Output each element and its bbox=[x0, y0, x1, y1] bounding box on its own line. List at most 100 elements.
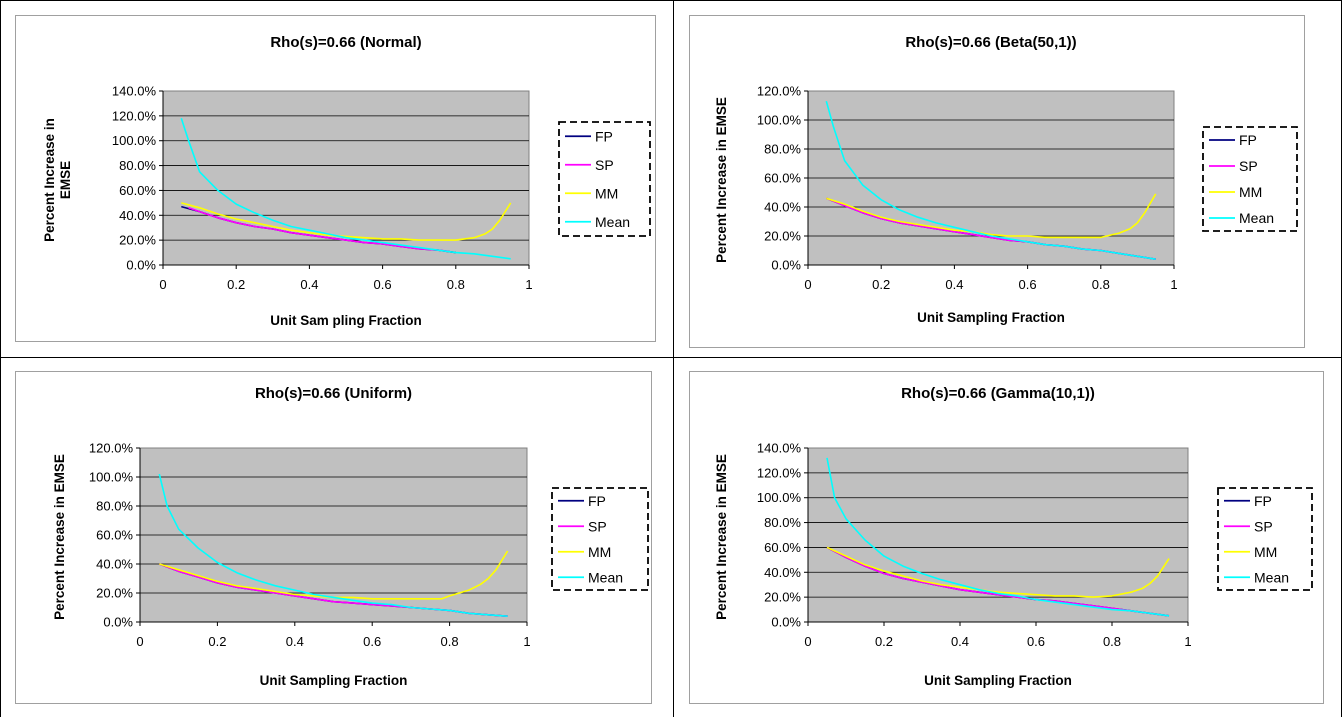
y-tick-label: 100.0% bbox=[112, 133, 157, 148]
x-tick-label: 0.2 bbox=[875, 634, 893, 649]
x-tick-label: 0.2 bbox=[208, 634, 226, 649]
x-tick-label: 0.2 bbox=[227, 277, 245, 292]
y-axis-label-line: Percent Increase in EMSE bbox=[52, 454, 67, 620]
legend-label-mm: MM bbox=[1239, 184, 1262, 200]
legend-label-mm: MM bbox=[588, 544, 611, 560]
y-tick-label: 40.0% bbox=[764, 200, 801, 215]
y-tick-label: 40.0% bbox=[96, 557, 133, 572]
x-tick-label: 0.2 bbox=[872, 277, 890, 292]
chart-title: Rho(s)=0.66 (Normal) bbox=[270, 34, 421, 51]
y-tick-label: 80.0% bbox=[764, 142, 801, 157]
y-axis-label: Percent Increase inEMSE bbox=[42, 118, 73, 242]
y-tick-label: 0.0% bbox=[771, 258, 801, 273]
y-tick-label: 120.0% bbox=[89, 441, 134, 456]
legend-label-mean: Mean bbox=[595, 214, 630, 230]
y-tick-label: 100.0% bbox=[757, 113, 802, 128]
y-tick-label: 60.0% bbox=[119, 183, 156, 198]
y-tick-label: 80.0% bbox=[119, 158, 156, 173]
x-tick-label: 0.4 bbox=[300, 277, 318, 292]
x-tick-label: 0.6 bbox=[1019, 277, 1037, 292]
y-tick-label: 40.0% bbox=[119, 208, 156, 223]
plot-area bbox=[807, 447, 1189, 623]
x-axis-label: Unit Sampling Fraction bbox=[917, 310, 1065, 325]
x-tick-label: 0.8 bbox=[447, 277, 465, 292]
series-line-mm bbox=[826, 193, 1157, 239]
x-tick-label: 0.4 bbox=[286, 634, 304, 649]
series-line-mean bbox=[825, 100, 1156, 260]
legend-label-fp: FP bbox=[1254, 493, 1272, 509]
x-tick-label: 0.4 bbox=[951, 634, 969, 649]
chart-gamma: 0.0% 20.0% 40.0% 60.0% 80.0% 100.0% 120.0% 140.… bbox=[714, 385, 1313, 688]
y-tick-label: 0.0% bbox=[126, 258, 156, 273]
y-axis-label: Percent Increase in EMSE bbox=[52, 454, 67, 620]
x-tick-label: 0.6 bbox=[374, 277, 392, 292]
y-tick-label: 60.0% bbox=[764, 171, 801, 186]
x-tick-label: 0 bbox=[804, 634, 811, 649]
x-axis-label: Unit Sam pling Fraction bbox=[270, 313, 422, 328]
y-tick-label: 140.0% bbox=[112, 84, 157, 99]
x-tick-label: 0.8 bbox=[1092, 277, 1110, 292]
plot-area bbox=[162, 90, 530, 266]
y-tick-label: 100.0% bbox=[757, 490, 802, 505]
x-tick-label: 0.8 bbox=[1103, 634, 1121, 649]
legend-label-sp: SP bbox=[1239, 158, 1258, 174]
y-tick-label: 0.0% bbox=[103, 615, 133, 630]
y-tick-label: 120.0% bbox=[112, 108, 157, 123]
series-line-mean bbox=[826, 457, 1170, 617]
series-line-mean bbox=[158, 473, 508, 617]
legend-label-mean: Mean bbox=[588, 569, 623, 585]
chart-title: Rho(s)=0.66 (Uniform) bbox=[255, 385, 412, 402]
x-axis-label: Unit Sampling Fraction bbox=[260, 673, 408, 688]
y-tick-label: 20.0% bbox=[764, 229, 801, 244]
x-tick-label: 0.6 bbox=[1027, 634, 1045, 649]
x-tick-label: 1 bbox=[523, 634, 530, 649]
x-tick-label: 0 bbox=[159, 277, 166, 292]
column-divider bbox=[673, 0, 674, 717]
legend-label-fp: FP bbox=[588, 493, 606, 509]
chart-title: Rho(s)=0.66 (Beta(50,1)) bbox=[905, 34, 1076, 51]
chart-title: Rho(s)=0.66 (Gamma(10,1)) bbox=[901, 385, 1095, 402]
legend-box bbox=[1202, 126, 1298, 232]
y-tick-label: 120.0% bbox=[757, 84, 802, 99]
x-tick-label: 1 bbox=[1184, 634, 1191, 649]
series-line-mm bbox=[826, 546, 1170, 598]
y-axis-label: Percent Increase in EMSE bbox=[714, 97, 729, 263]
legend-label-mm: MM bbox=[1254, 544, 1277, 560]
series-line-mean bbox=[180, 118, 511, 260]
legend-label-fp: FP bbox=[595, 128, 613, 144]
y-tick-label: 140.0% bbox=[757, 441, 802, 456]
y-tick-label: 20.0% bbox=[764, 590, 801, 605]
chart-uniform: 0.0% 20.0% 40.0% 60.0% 80.0% 100.0% 120.0% 0 0.2… bbox=[52, 385, 649, 688]
legend-label-sp: SP bbox=[595, 157, 614, 173]
y-axis-label: Percent Increase in EMSE bbox=[714, 454, 729, 620]
x-tick-label: 1 bbox=[525, 277, 532, 292]
y-axis-label-line: Percent Increase in bbox=[42, 118, 57, 242]
y-axis-label-line: EMSE bbox=[58, 161, 73, 199]
y-tick-label: 80.0% bbox=[96, 499, 133, 514]
legend-box bbox=[558, 121, 651, 237]
x-tick-label: 0.8 bbox=[441, 634, 459, 649]
y-tick-label: 80.0% bbox=[764, 515, 801, 530]
legend-label-fp: FP bbox=[1239, 132, 1257, 148]
row-divider bbox=[0, 357, 1342, 358]
x-tick-label: 0.6 bbox=[363, 634, 381, 649]
series-line-mm bbox=[159, 550, 509, 600]
y-axis-label-line: Percent Increase in EMSE bbox=[714, 97, 729, 263]
legend-label-mean: Mean bbox=[1254, 569, 1289, 585]
series-line-sp bbox=[826, 546, 1170, 617]
legend-box bbox=[1217, 487, 1313, 591]
series-line-sp bbox=[188, 207, 449, 253]
chart-normal: 0.0% 20.0% 40.0% 60.0% 80.0% 100.0% 120.0% 140.… bbox=[42, 34, 651, 328]
x-axis-label: Unit Sampling Fraction bbox=[924, 673, 1072, 688]
y-tick-label: 100.0% bbox=[89, 470, 134, 485]
legend-label-mm: MM bbox=[595, 185, 618, 201]
x-tick-label: 0 bbox=[804, 277, 811, 292]
y-tick-label: 120.0% bbox=[757, 465, 802, 480]
legend-label-sp: SP bbox=[588, 518, 607, 534]
legend-label-sp: SP bbox=[1254, 518, 1273, 534]
y-tick-label: 60.0% bbox=[96, 528, 133, 543]
y-tick-label: 20.0% bbox=[119, 233, 156, 248]
x-tick-label: 0.4 bbox=[945, 277, 963, 292]
y-tick-label: 40.0% bbox=[764, 565, 801, 580]
